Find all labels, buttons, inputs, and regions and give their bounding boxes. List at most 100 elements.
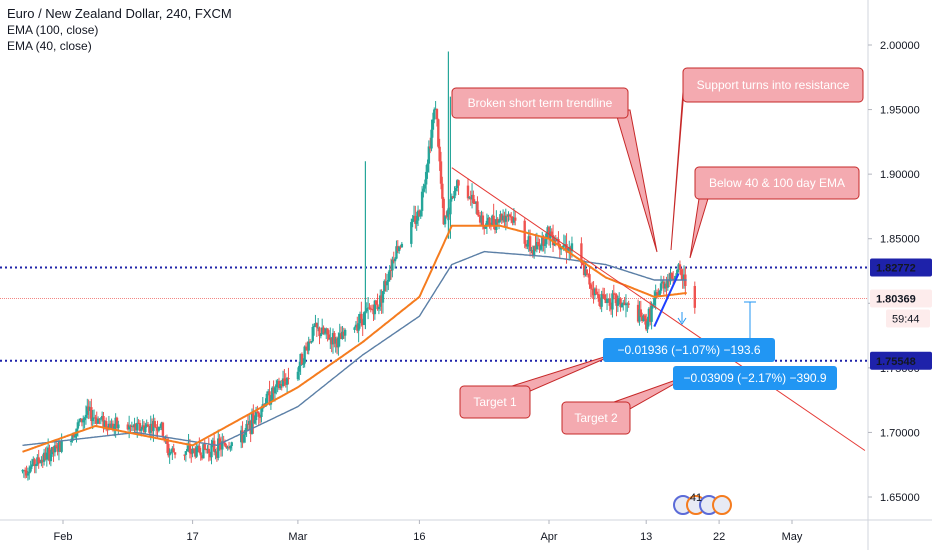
- candle-body: [682, 274, 686, 280]
- candle-body: [586, 273, 590, 275]
- candle-body: [296, 371, 300, 380]
- candle-body: [424, 171, 428, 185]
- candle-body: [140, 429, 143, 431]
- measure-label-2-text: −0.03909 (−2.17%) −390.9: [683, 371, 826, 385]
- callout-target-1[interactable]: Target 1: [459, 351, 621, 419]
- candle-body: [250, 411, 254, 434]
- callout-broken-trendline-text: Broken short term trendline: [468, 96, 613, 110]
- candle-body: [56, 446, 59, 452]
- candle-body: [52, 446, 55, 453]
- candle-body: [412, 215, 416, 219]
- candle-body: [159, 426, 162, 428]
- ema40-legend[interactable]: EMA (40, close): [7, 39, 92, 53]
- symbol-title[interactable]: Euro / New Zealand Dollar, 240, FXCM: [7, 6, 232, 21]
- candle-body: [539, 245, 543, 250]
- candle-body: [21, 470, 24, 472]
- candle-body: [527, 236, 530, 245]
- candle-body: [267, 391, 270, 394]
- date-axis[interactable]: Feb 17 Mar 16 Apr 13 22 May: [54, 520, 803, 543]
- candle-body: [645, 318, 648, 330]
- candle-body: [316, 327, 320, 329]
- candle-body: [138, 423, 142, 431]
- candle-body: [307, 341, 310, 351]
- callout-support-resistance-pointer: [670, 91, 684, 251]
- candle-body: [109, 423, 112, 429]
- candle-body: [88, 407, 92, 411]
- candle-body: [383, 281, 386, 292]
- candle-body: [218, 438, 221, 445]
- candle-body: [473, 202, 476, 204]
- candle-body: [184, 451, 188, 455]
- x-tick-label: 22: [713, 531, 725, 543]
- candle-body: [500, 214, 503, 221]
- x-tick-label: 17: [186, 531, 198, 543]
- candle-body: [376, 304, 379, 310]
- candle-body: [400, 243, 404, 248]
- candle-body: [399, 246, 402, 248]
- ema100-legend[interactable]: EMA (100, close): [7, 23, 99, 37]
- candle-body: [385, 281, 389, 286]
- candle-body: [303, 346, 306, 364]
- candle-body: [395, 246, 398, 259]
- candle-body: [627, 303, 630, 305]
- candle-body: [146, 424, 150, 427]
- candle-body: [29, 466, 32, 472]
- candle-body: [439, 161, 443, 184]
- candle-body: [612, 293, 615, 295]
- candle-body: [49, 454, 53, 462]
- candle-body: [495, 219, 498, 230]
- candle-body: [51, 446, 54, 455]
- callout-target-2[interactable]: Target 2: [561, 374, 691, 435]
- candle-body: [323, 332, 327, 334]
- candle-body: [616, 299, 620, 306]
- candle-body: [362, 312, 366, 326]
- downtrend-line[interactable]: [451, 167, 866, 451]
- candle-body: [528, 236, 532, 251]
- events-badge[interactable]: 41: [673, 492, 732, 515]
- callout-support-resistance[interactable]: Support turns into resistance: [670, 67, 864, 251]
- candle-body: [315, 323, 318, 328]
- callout-below-ema[interactable]: Below 40 & 100 day EMA: [689, 166, 860, 259]
- plot-area[interactable]: Broken short term trendline Support turns…: [0, 51, 868, 515]
- y-tick-label: 1.65000: [880, 492, 920, 504]
- candle-body: [227, 447, 231, 449]
- candle-body: [326, 328, 329, 335]
- candle-body: [373, 300, 377, 315]
- candle-body: [605, 299, 609, 303]
- candle-body: [426, 163, 429, 172]
- candle-body: [418, 210, 421, 217]
- candle-body: [144, 426, 147, 433]
- candle-body: [90, 407, 93, 422]
- candle-body: [95, 418, 98, 424]
- candle-body: [384, 281, 387, 286]
- candle-body: [98, 418, 101, 420]
- candle-body: [435, 108, 439, 120]
- candle-body: [636, 304, 640, 322]
- candle-body: [441, 183, 444, 199]
- candle-body: [504, 215, 507, 222]
- candle-body: [78, 421, 81, 423]
- candle-body: [103, 421, 107, 428]
- measure-label-1[interactable]: −0.01936 (−1.07%) −193.6: [603, 338, 775, 362]
- candle-body: [94, 417, 97, 419]
- candle-body: [639, 309, 642, 317]
- event-icon[interactable]: [712, 495, 732, 515]
- candle-body: [603, 294, 606, 299]
- support-trendline[interactable]: [653, 273, 680, 327]
- candle-body: [391, 259, 394, 271]
- candle-body: [365, 308, 368, 312]
- price-axis[interactable]: 2.000001.950001.900001.850001.800001.750…: [868, 40, 932, 504]
- candle-body: [275, 384, 278, 388]
- candle-body: [343, 329, 347, 336]
- candle-body: [501, 215, 505, 221]
- candle-body: [487, 217, 490, 221]
- candle-body: [334, 338, 337, 344]
- measure-label-2[interactable]: −0.03909 (−2.17%) −390.9: [673, 366, 837, 390]
- candle-body: [276, 380, 279, 385]
- callout-broken-trendline[interactable]: Broken short term trendline: [451, 87, 658, 253]
- candle-body: [596, 293, 599, 295]
- ema40-line[interactable]: [22, 224, 687, 453]
- candle-body: [325, 328, 328, 333]
- candle-body: [203, 444, 206, 450]
